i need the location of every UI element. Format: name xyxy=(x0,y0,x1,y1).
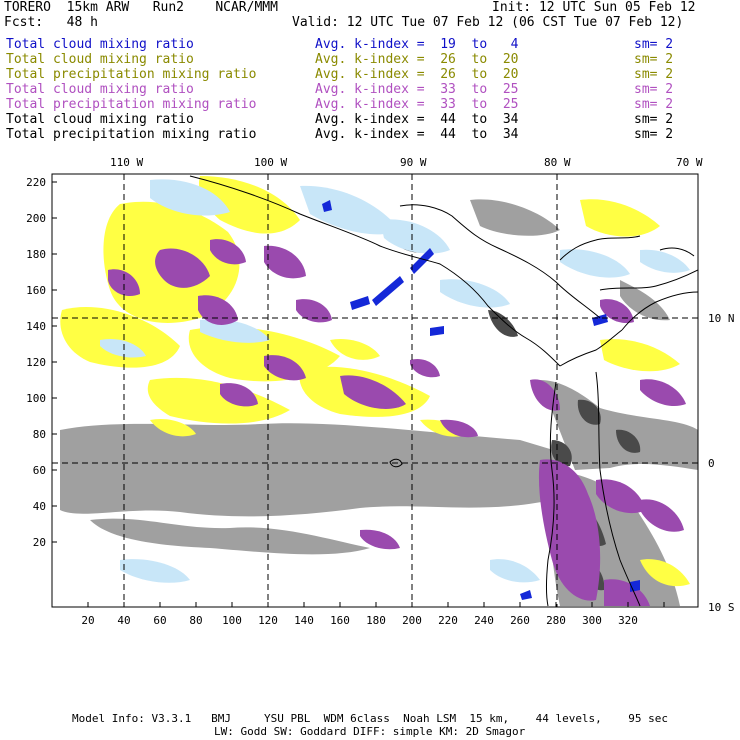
x-tick-220: 220 xyxy=(438,614,458,627)
x-tick-300: 300 xyxy=(582,614,602,627)
y-tick-120: 120 xyxy=(26,356,46,369)
x-tick-100: 100 xyxy=(222,614,242,627)
y-tick-140: 140 xyxy=(26,320,46,333)
legend-row-1-sm: sm= 2 xyxy=(634,37,674,52)
model-title: TORERO 15km ARW Run2 NCAR/MMM xyxy=(4,0,278,15)
graticule xyxy=(52,174,698,607)
purple-precip-areas xyxy=(108,239,686,606)
tick-marks xyxy=(52,181,665,607)
y-tick-180: 180 xyxy=(26,248,46,261)
legend-row-4-field: Total cloud mixing ratio xyxy=(6,82,194,97)
x-tick-240: 240 xyxy=(474,614,494,627)
y-tick-40: 40 xyxy=(33,500,46,513)
blue-cloud-streaks xyxy=(322,200,640,600)
lon-label-100w: 100 W xyxy=(254,156,287,169)
legend-row-3-kindex: Avg. k-index = 26 to 20 xyxy=(315,67,519,82)
x-tick-180: 180 xyxy=(366,614,386,627)
legend-row-2-sm: sm= 2 xyxy=(634,52,674,67)
x-tick-80: 80 xyxy=(189,614,202,627)
legend-row-6-field: Total cloud mixing ratio xyxy=(6,112,194,127)
map-fields xyxy=(52,174,698,607)
x-tick-120: 120 xyxy=(258,614,278,627)
y-tick-20: 20 xyxy=(33,536,46,549)
y-tick-100: 100 xyxy=(26,392,46,405)
legend-row-4-sm: sm= 2 xyxy=(634,82,674,97)
forecast-hour: Fcst: 48 h xyxy=(4,15,98,30)
legend-row-6-kindex: Avg. k-index = 44 to 34 xyxy=(315,112,519,127)
lon-label-80w: 80 W xyxy=(544,156,571,169)
legend-row-5-field: Total precipitation mixing ratio xyxy=(6,97,257,112)
coastlines xyxy=(189,175,698,607)
x-tick-260: 260 xyxy=(510,614,530,627)
lon-label-70w: 70 W xyxy=(676,156,703,169)
legend-row-5-sm: sm= 2 xyxy=(634,97,674,112)
map-frame xyxy=(51,173,699,608)
legend-row-1-kindex: Avg. k-index = 19 to 4 xyxy=(315,37,519,52)
legend-row-7-sm: sm= 2 xyxy=(634,127,674,142)
lat-label-10n: 10 N xyxy=(708,312,735,325)
x-tick-140: 140 xyxy=(294,614,314,627)
y-tick-60: 60 xyxy=(33,464,46,477)
light-blue-cloud-areas xyxy=(100,179,690,583)
valid-time: Valid: 12 UTC Tue 07 Feb 12 (06 CST Tue … xyxy=(292,15,684,30)
legend-row-3-field: Total precipitation mixing ratio xyxy=(6,67,257,82)
x-tick-40: 40 xyxy=(117,614,130,627)
lon-label-90w: 90 W xyxy=(400,156,427,169)
x-tick-160: 160 xyxy=(330,614,350,627)
footer-model-info: Model Info: V3.3.1 BMJ YSU PBL WDM 6clas… xyxy=(72,712,669,725)
lat-label-10s: 10 S xyxy=(708,601,735,614)
legend-row-7-kindex: Avg. k-index = 44 to 34 xyxy=(315,127,519,142)
legend-row-3-sm: sm= 2 xyxy=(634,67,674,82)
footer-physics: LW: Godd SW: Goddard DIFF: simple KM: 2D… xyxy=(214,725,526,738)
legend-row-5-kindex: Avg. k-index = 33 to 25 xyxy=(315,97,519,112)
x-tick-280: 280 xyxy=(546,614,566,627)
lon-label-110w: 110 W xyxy=(110,156,143,169)
x-tick-320: 320 xyxy=(618,614,638,627)
y-tick-220: 220 xyxy=(26,176,46,189)
x-tick-200: 200 xyxy=(402,614,422,627)
legend-row-6-sm: sm= 2 xyxy=(634,112,674,127)
init-time: Init: 12 UTC Sun 05 Feb 12 xyxy=(492,0,696,15)
y-tick-80: 80 xyxy=(33,428,46,441)
x-tick-20: 20 xyxy=(81,614,94,627)
legend-row-4-kindex: Avg. k-index = 33 to 25 xyxy=(315,82,519,97)
legend-row-7-field: Total precipitation mixing ratio xyxy=(6,127,257,142)
x-tick-60: 60 xyxy=(153,614,166,627)
lat-label-0: 0 xyxy=(708,457,715,470)
legend-row-1-field: Total cloud mixing ratio xyxy=(6,37,194,52)
legend-row-2-field: Total cloud mixing ratio xyxy=(6,52,194,67)
y-tick-160: 160 xyxy=(26,284,46,297)
legend-row-2-kindex: Avg. k-index = 26 to 20 xyxy=(315,52,519,67)
y-tick-200: 200 xyxy=(26,212,46,225)
